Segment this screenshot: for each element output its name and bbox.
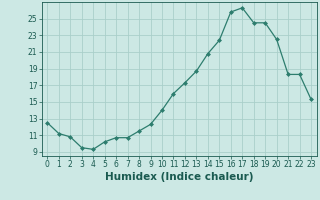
- X-axis label: Humidex (Indice chaleur): Humidex (Indice chaleur): [105, 172, 253, 182]
